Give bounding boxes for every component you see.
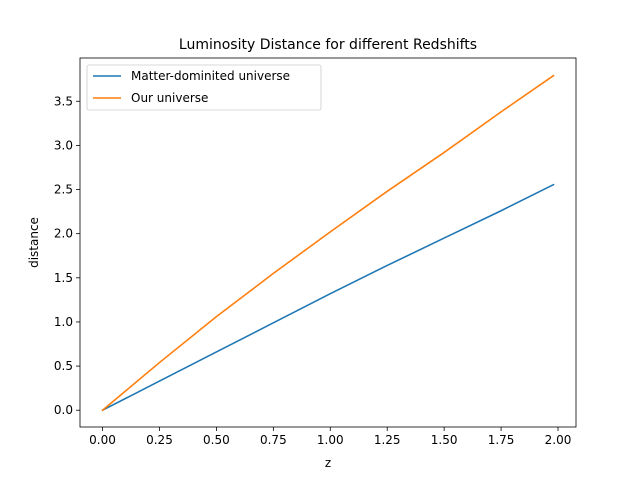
x-tick-label: 2.00 <box>545 433 572 447</box>
y-axis-ticks: 0.0 0.5 1.0 1.5 2.0 2.5 3.0 3.5 <box>54 94 80 417</box>
y-tick-label: 0.5 <box>54 359 73 373</box>
series-line-0 <box>101 183 555 412</box>
x-tick-label: 1.75 <box>488 433 515 447</box>
plot-lines <box>101 74 555 412</box>
y-tick-label: 3.0 <box>54 138 73 152</box>
y-tick-label: 2.5 <box>54 183 73 197</box>
y-axis-title: distance <box>27 217 41 268</box>
series-line-1 <box>101 74 555 412</box>
x-tick-label: 0.00 <box>89 433 116 447</box>
x-tick-label: 1.00 <box>317 433 344 447</box>
legend-box <box>86 64 322 111</box>
y-tick-label: 1.0 <box>54 315 73 329</box>
x-tick-label: 0.75 <box>260 433 287 447</box>
x-axis-title: z <box>325 456 331 470</box>
x-tick-label: 0.50 <box>203 433 230 447</box>
legend: Matter-dominited universe Our universe <box>86 64 322 111</box>
x-tick-label: 0.25 <box>146 433 173 447</box>
plot-frame <box>79 57 577 428</box>
y-tick-label: 1.5 <box>54 271 73 285</box>
legend-label-our-universe: Our universe <box>131 91 208 105</box>
chart-title: Luminosity Distance for different Redshi… <box>179 37 477 53</box>
y-tick-label: 2.0 <box>54 227 73 241</box>
x-tick-label: 1.25 <box>374 433 401 447</box>
x-axis-ticks: 0.00 0.25 0.50 0.75 1.00 1.25 1.50 1.75 2.00 <box>89 427 571 447</box>
y-tick-label: 3.5 <box>54 94 73 108</box>
x-tick-label: 1.50 <box>431 433 458 447</box>
y-tick-label: 0.0 <box>54 403 73 417</box>
legend-label-matter: Matter-dominited universe <box>131 69 290 83</box>
